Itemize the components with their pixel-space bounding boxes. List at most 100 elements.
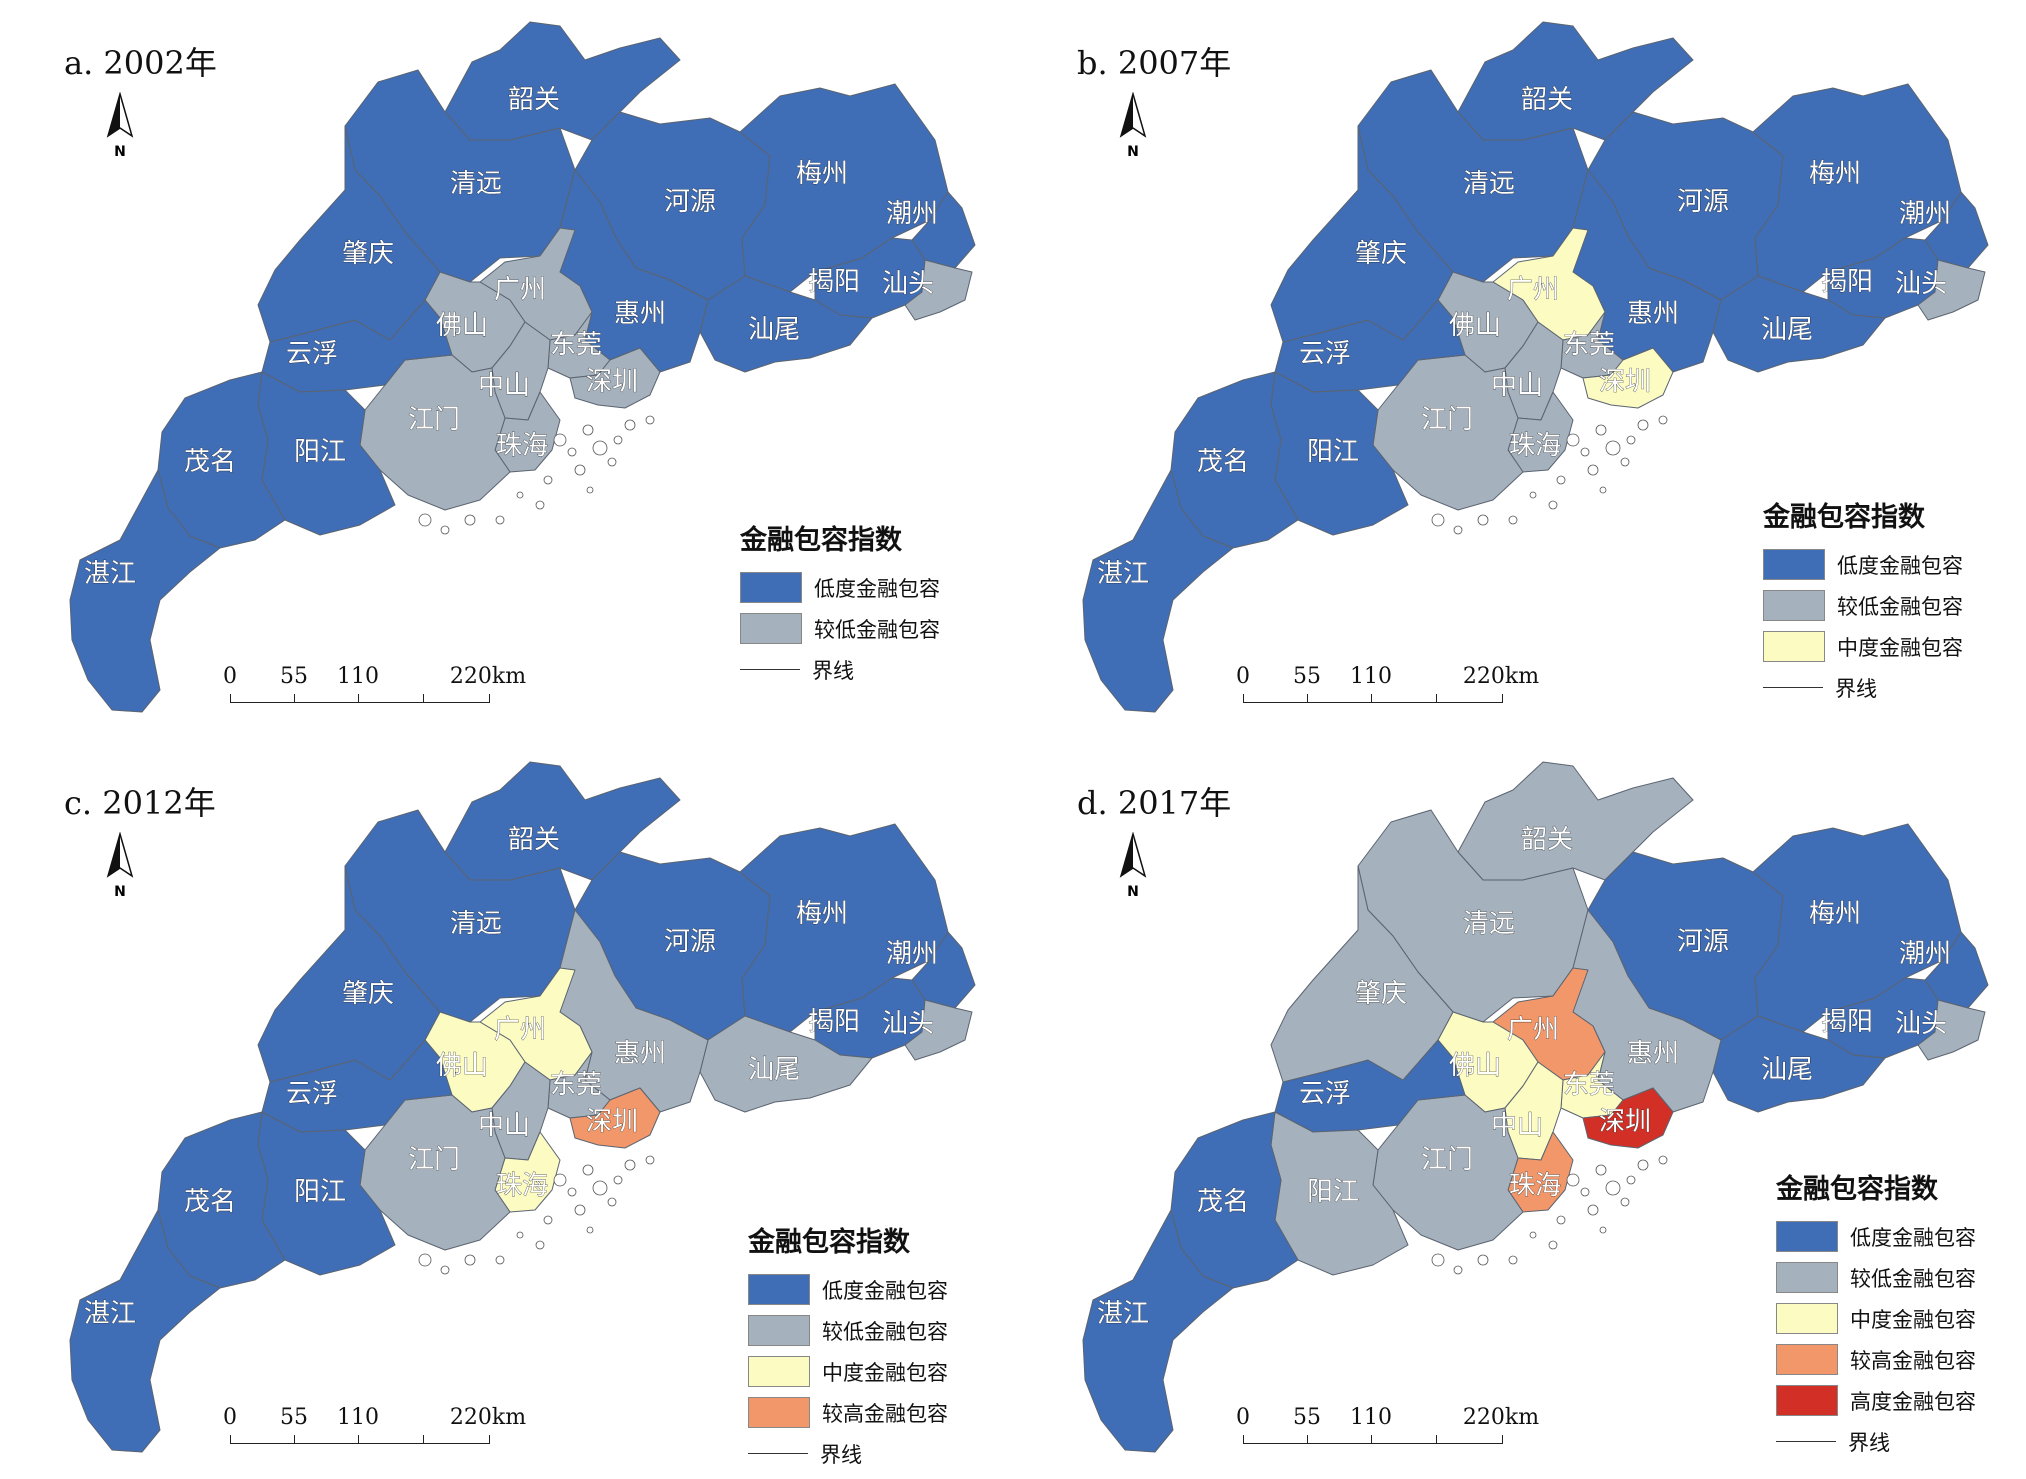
island <box>1620 1197 1630 1207</box>
scale-line <box>1243 694 1503 703</box>
island <box>607 457 617 467</box>
city-label: 佛山 <box>1449 311 1501 341</box>
city-label: 清远 <box>450 169 502 199</box>
legend-swatch <box>1776 1221 1838 1252</box>
legend-item: 低度金融包容 <box>740 567 940 608</box>
scale-subtick <box>1436 1435 1437 1443</box>
city-label: 惠州 <box>614 299 666 329</box>
legend-label: 中度金融包容 <box>1837 635 1963 660</box>
island <box>1580 1187 1590 1197</box>
scale-subtick <box>294 694 295 702</box>
legend-swatch <box>748 1315 810 1346</box>
island <box>1620 457 1630 467</box>
city-label: 汕尾 <box>748 315 800 345</box>
scale-label: 0 <box>1236 664 1250 689</box>
island <box>582 424 594 436</box>
scale-subtick <box>358 694 359 702</box>
island <box>1529 491 1537 499</box>
boundary-line-icon <box>740 669 800 670</box>
island <box>1529 1231 1537 1239</box>
legend-item: 较低金融包容 <box>748 1310 948 1351</box>
region-汕头 <box>1917 999 1986 1061</box>
island <box>440 525 450 535</box>
city-label: 佛山 <box>436 1051 488 1081</box>
city-label: 湛江 <box>1097 559 1149 589</box>
city-label: 揭阳 <box>808 267 860 297</box>
map-panel-2007: 韶关 清远 河源 梅州 潮州 揭阳 汕头 汕尾 惠州 广州 东莞 深圳 佛山 中山 珠海 江门 云浮 肇庆 阳江 茂名… <box>1013 0 2026 739</box>
scale-label: 55 <box>280 664 308 689</box>
north-label: N <box>1127 144 1139 160</box>
city-label: 河源 <box>664 927 716 957</box>
city-label: 梅州 <box>1809 159 1861 189</box>
city-label: 中山 <box>478 371 530 401</box>
island <box>592 440 608 456</box>
city-label: 江门 <box>1421 1145 1473 1175</box>
island <box>495 515 505 525</box>
region-汕尾 <box>1712 1015 1886 1113</box>
legend-boundary: 界线 <box>740 649 940 690</box>
city-label: 东莞 <box>550 330 602 360</box>
city-label: 清远 <box>1463 909 1515 939</box>
island <box>553 1173 567 1187</box>
island <box>586 486 594 494</box>
island <box>1477 1254 1489 1266</box>
island <box>543 1215 553 1225</box>
region-汕头 <box>904 999 973 1061</box>
legend-item: 高度金融包容 <box>1776 1380 1976 1421</box>
city-label: 茂名 <box>1197 447 1249 477</box>
island <box>1548 1240 1558 1250</box>
city-label: 广州 <box>494 1015 546 1045</box>
region-深圳 <box>569 347 661 409</box>
island <box>1508 1255 1518 1265</box>
map-legend: 金融包容指数 低度金融包容 较低金融包容 中度金融包容 较高金融包容 界线 <box>748 1220 948 1474</box>
city-label: 梅州 <box>1809 899 1861 929</box>
city-label: 深圳 <box>1599 367 1651 397</box>
scale-label: 110 <box>1350 664 1392 689</box>
scale-bar: 0 55 110 220km <box>223 664 526 704</box>
city-label: 惠州 <box>1627 299 1679 329</box>
island <box>1595 1164 1607 1176</box>
scale-label: 55 <box>280 1405 308 1430</box>
island <box>1605 1180 1621 1196</box>
map-legend: 金融包容指数 低度金融包容 较低金融包容 界线 <box>740 518 940 690</box>
panel-title: b. 2007年 <box>1077 44 1232 82</box>
island <box>418 513 432 527</box>
scale-line <box>230 1435 490 1444</box>
city-label: 肇庆 <box>1355 239 1407 269</box>
city-label: 潮州 <box>886 199 938 229</box>
island <box>624 1159 636 1171</box>
legend-label: 低度金融包容 <box>822 1278 948 1303</box>
legend-label: 较高金融包容 <box>1850 1348 1976 1373</box>
region-深圳 <box>1582 347 1674 409</box>
city-label: 汕头 <box>1895 269 1947 299</box>
region-湛江 <box>69 1209 221 1453</box>
city-label: 梅州 <box>796 899 848 929</box>
scale-label: 110 <box>337 1405 379 1430</box>
panel-title: c. 2012年 <box>64 784 216 822</box>
island <box>1658 1155 1668 1165</box>
city-label: 广州 <box>494 275 546 305</box>
city-label: 惠州 <box>614 1039 666 1069</box>
island <box>1626 435 1636 445</box>
city-label: 中山 <box>1491 371 1543 401</box>
legend-label: 较低金融包容 <box>1850 1266 1976 1291</box>
city-label: 梅州 <box>796 159 848 189</box>
legend-swatch <box>1763 549 1825 580</box>
scale-label: 110 <box>337 664 379 689</box>
legend-item: 低度金融包容 <box>1776 1216 1976 1257</box>
island <box>1556 475 1566 485</box>
legend-title: 金融包容指数 <box>1776 1174 1938 1205</box>
legend-label: 较低金融包容 <box>814 617 940 642</box>
legend-swatch <box>748 1274 810 1305</box>
scale-label: 220km <box>1462 664 1540 689</box>
island <box>543 475 553 485</box>
legend-item: 较低金融包容 <box>740 608 940 649</box>
scale-subtick <box>1307 1435 1308 1443</box>
north-label: N <box>114 144 126 160</box>
region-深圳 <box>569 1087 661 1149</box>
scale-subtick <box>1307 694 1308 702</box>
region-深圳 <box>1582 1087 1674 1149</box>
scale-label: 0 <box>223 664 237 689</box>
city-label: 湛江 <box>1097 1299 1149 1329</box>
city-label: 河源 <box>1677 187 1729 217</box>
